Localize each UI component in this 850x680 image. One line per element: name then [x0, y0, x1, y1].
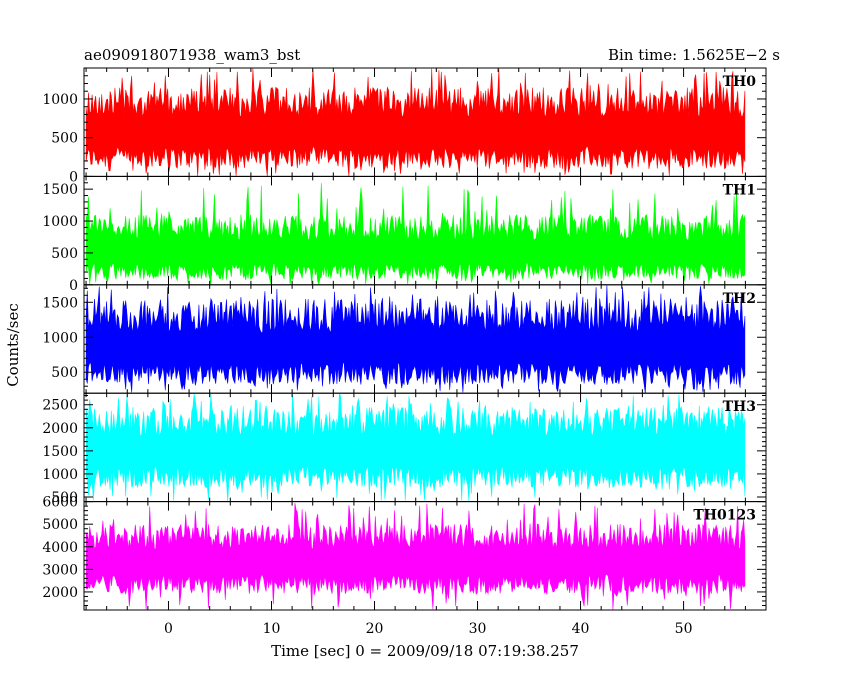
series-th3 [85, 392, 746, 502]
series-th1 [85, 183, 746, 286]
x-tick-label: 50 [675, 621, 693, 637]
y-tick-label: 3000 [42, 562, 78, 578]
series-th0123 [85, 503, 746, 610]
y-tick-label: 2000 [42, 421, 78, 437]
panel-label: TH2 [723, 291, 756, 307]
y-tick-label: 500 [51, 365, 78, 381]
panel-th0: 0 500 1000 TH0 [42, 67, 767, 185]
y-tick-label: 0 [69, 278, 78, 294]
panel-label: TH0 [723, 74, 757, 90]
panel-label: TH1 [723, 182, 756, 198]
series-th2 [85, 285, 746, 394]
y-tick-label: 5000 [42, 517, 78, 533]
chart-title: ae090918071938_wam3_bst [84, 46, 300, 64]
x-tick-label: 0 [164, 621, 173, 637]
y-tick-label: 1000 [42, 214, 78, 230]
series-th0 [85, 68, 746, 177]
y-tick-label: 1500 [42, 295, 78, 311]
panel-label: TH3 [723, 399, 756, 415]
panel-th2: 500 1000 1500 TH2 [42, 284, 767, 394]
panel-th3: 500 1000 1500 2000 2500 TH3 [42, 392, 767, 506]
y-tick-label: 6000 [42, 495, 78, 511]
y-axis-label: Counts/sec [4, 303, 22, 387]
y-tick-label: 2000 [42, 585, 78, 601]
panel-th0123: 2000 3000 4000 5000 6000 TH0123 [42, 495, 767, 611]
x-tick-label: 40 [572, 621, 590, 637]
x-tick-label: 30 [469, 621, 487, 637]
bin-time-label: Bin time: 1.5625E−2 s [608, 46, 780, 64]
y-tick-label: 1000 [42, 330, 78, 346]
y-tick-label: 1000 [42, 92, 78, 108]
y-tick-label: 2500 [42, 398, 78, 414]
y-tick-label: 1500 [42, 444, 78, 460]
y-tick-label: 500 [51, 246, 78, 262]
x-tick-label: 20 [366, 621, 384, 637]
y-tick-label: 4000 [42, 540, 78, 556]
y-tick-label: 1000 [42, 467, 78, 483]
y-tick-label: 0 [69, 169, 78, 185]
y-tick-label: 500 [51, 490, 78, 506]
y-tick-label: 1500 [42, 182, 78, 198]
panel-label: TH0123 [693, 508, 756, 524]
panel-th1: 0 500 1000 1500 TH1 [42, 175, 767, 294]
x-axis-label: Time [sec] 0 = 2009/09/18 07:19:38.257 [271, 642, 579, 660]
x-tick-label: 10 [263, 621, 281, 637]
y-tick-label: 500 [51, 131, 78, 147]
